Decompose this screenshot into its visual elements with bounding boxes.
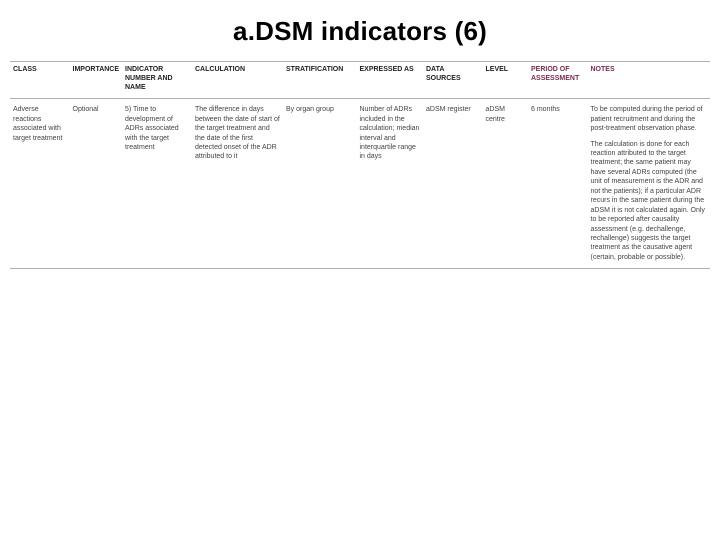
cell-level: aDSM centre [483, 99, 529, 269]
cell-expressed-as: Number of ADRs included in the calculati… [357, 99, 424, 269]
th-level: LEVEL [483, 62, 529, 99]
table-row: Adverse reactions associated with target… [10, 99, 710, 269]
cell-notes: To be computed during the period of pati… [588, 99, 711, 269]
notes-paragraph: To be computed during the period of pati… [591, 105, 708, 133]
cell-indicator: 5) Time to development of ADRs associate… [122, 99, 192, 269]
th-stratification: STRATIFICATION [283, 62, 357, 99]
th-indicator: INDICATOR NUMBER AND NAME [122, 62, 192, 99]
cell-period: 6 months [528, 99, 588, 269]
th-period: PERIOD OF ASSESSMENT [528, 62, 588, 99]
th-expressed-as: EXPRESSED AS [357, 62, 424, 99]
cell-class: Adverse reactions associated with target… [10, 99, 70, 269]
cell-importance: Optional [70, 99, 123, 269]
cell-calculation: The difference in days between the date … [192, 99, 283, 269]
table-body: Adverse reactions associated with target… [10, 99, 710, 269]
table-header: CLASS IMPORTANCE INDICATOR NUMBER AND NA… [10, 62, 710, 99]
th-importance: IMPORTANCE [70, 62, 123, 99]
notes-paragraph: The calculation is done for each reactio… [591, 140, 708, 263]
cell-data-sources: aDSM register [423, 99, 483, 269]
th-notes: NOTES [588, 62, 711, 99]
th-data-sources: DATA SOURCES [423, 62, 483, 99]
indicators-table: CLASS IMPORTANCE INDICATOR NUMBER AND NA… [10, 61, 710, 269]
slide: a.DSM indicators (6) CLASS IMPORTANCE IN… [0, 0, 720, 540]
indicators-table-wrap: CLASS IMPORTANCE INDICATOR NUMBER AND NA… [10, 61, 710, 269]
th-calculation: CALCULATION [192, 62, 283, 99]
table-header-row: CLASS IMPORTANCE INDICATOR NUMBER AND NA… [10, 62, 710, 99]
slide-title: a.DSM indicators (6) [10, 16, 710, 47]
th-class: CLASS [10, 62, 70, 99]
cell-stratification: By organ group [283, 99, 357, 269]
